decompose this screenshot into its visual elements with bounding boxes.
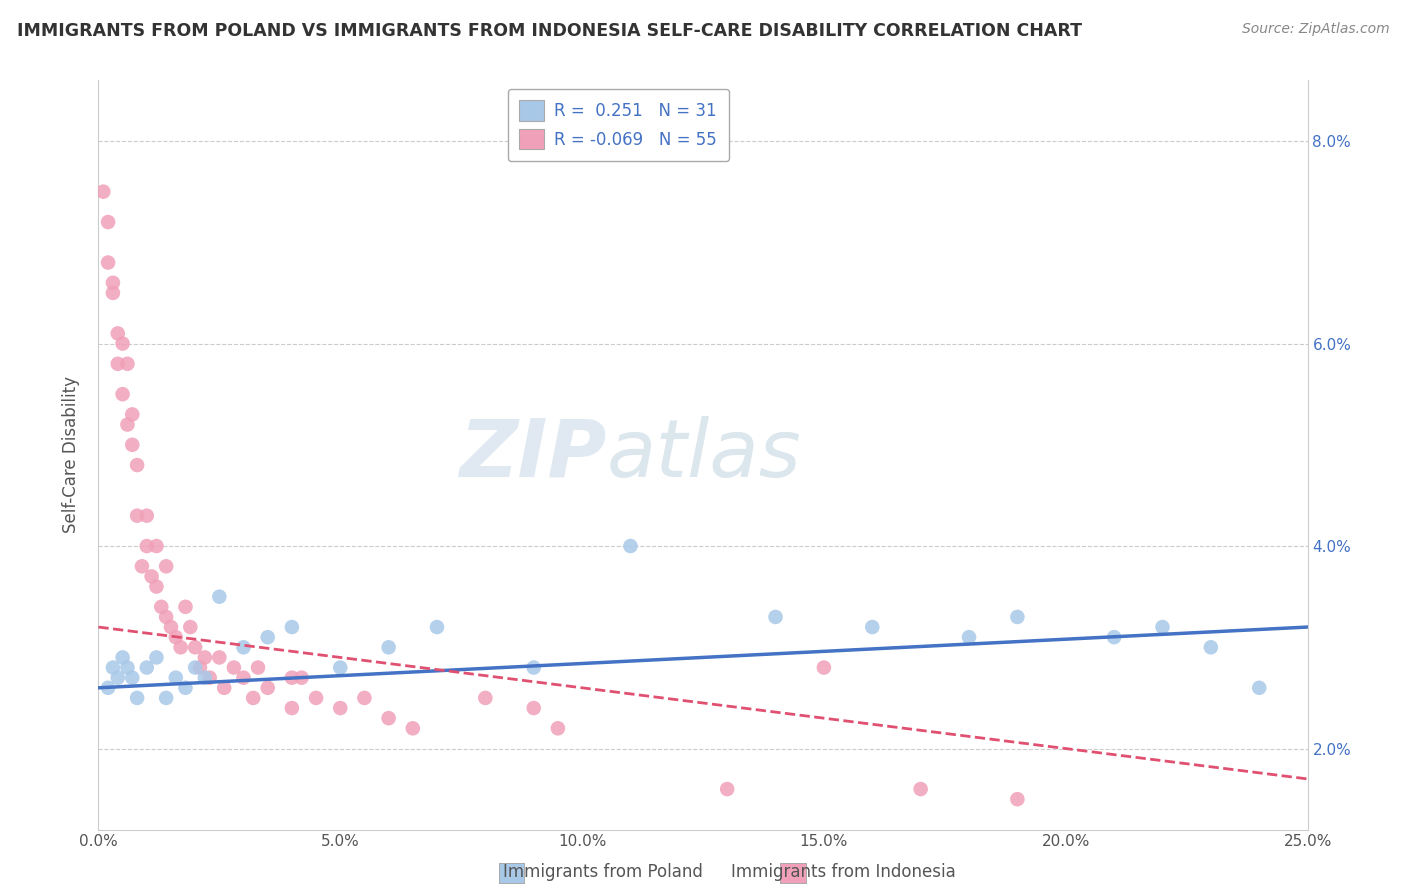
Point: [377, 711, 399, 725]
Point: [377, 640, 399, 655]
Y-axis label: Self-Care Disability: Self-Care Disability: [62, 376, 80, 533]
Point: [107, 357, 129, 371]
Point: [523, 701, 546, 715]
Point: [145, 650, 167, 665]
Point: [179, 620, 201, 634]
Text: Immigrants from Indonesia: Immigrants from Indonesia: [731, 863, 956, 881]
Point: [281, 620, 304, 634]
Point: [1007, 792, 1029, 806]
Point: [242, 690, 264, 705]
Point: [194, 671, 217, 685]
Point: [174, 681, 197, 695]
Point: [1199, 640, 1222, 655]
Point: [329, 701, 352, 715]
Point: [290, 671, 312, 685]
Legend: R =  0.251   N = 31, R = -0.069   N = 55: R = 0.251 N = 31, R = -0.069 N = 55: [508, 88, 728, 161]
Text: Source: ZipAtlas.com: Source: ZipAtlas.com: [1241, 22, 1389, 37]
Point: [232, 640, 254, 655]
Point: [281, 671, 304, 685]
Point: [117, 357, 139, 371]
Point: [619, 539, 641, 553]
Point: [141, 569, 163, 583]
Point: [101, 285, 124, 300]
Point: [813, 660, 835, 674]
Point: [101, 660, 124, 674]
Point: [107, 671, 129, 685]
Point: [107, 326, 129, 341]
Point: [127, 690, 149, 705]
Point: [910, 782, 932, 797]
Point: [155, 559, 177, 574]
Point: [135, 539, 157, 553]
Point: [256, 681, 278, 695]
Point: [860, 620, 883, 634]
Point: [97, 681, 120, 695]
Point: [1249, 681, 1271, 695]
Point: [145, 539, 167, 553]
Point: [194, 650, 217, 665]
Point: [281, 701, 304, 715]
Point: [765, 610, 787, 624]
Point: [547, 721, 569, 735]
Point: [402, 721, 425, 735]
Point: [121, 408, 143, 422]
Point: [111, 336, 134, 351]
Point: [131, 559, 153, 574]
Text: IMMIGRANTS FROM POLAND VS IMMIGRANTS FROM INDONESIA SELF-CARE DISABILITY CORRELA: IMMIGRANTS FROM POLAND VS IMMIGRANTS FRO…: [17, 22, 1081, 40]
Point: [1007, 610, 1029, 624]
Point: [127, 458, 149, 472]
Point: [111, 650, 134, 665]
Point: [117, 417, 139, 432]
Text: Immigrants from Poland: Immigrants from Poland: [503, 863, 703, 881]
Point: [353, 690, 375, 705]
Point: [208, 650, 231, 665]
Point: [426, 620, 449, 634]
Point: [305, 690, 328, 705]
Point: [145, 580, 167, 594]
Point: [135, 660, 157, 674]
Point: [1102, 630, 1125, 644]
Point: [91, 185, 114, 199]
Point: [174, 599, 197, 614]
Point: [169, 640, 191, 655]
Point: [222, 660, 245, 674]
Point: [150, 599, 173, 614]
Point: [127, 508, 149, 523]
Point: [247, 660, 270, 674]
Point: [121, 438, 143, 452]
Point: [117, 660, 139, 674]
Point: [188, 660, 211, 674]
Point: [474, 690, 496, 705]
Point: [101, 276, 124, 290]
Point: [165, 671, 187, 685]
Point: [198, 671, 221, 685]
Point: [184, 640, 207, 655]
Point: [957, 630, 980, 644]
Point: [155, 610, 177, 624]
Point: [97, 215, 120, 229]
Text: atlas: atlas: [606, 416, 801, 494]
Point: [232, 671, 254, 685]
Point: [160, 620, 183, 634]
Point: [212, 681, 235, 695]
Text: ZIP: ZIP: [458, 416, 606, 494]
Point: [256, 630, 278, 644]
Point: [165, 630, 187, 644]
Point: [135, 508, 157, 523]
Point: [716, 782, 738, 797]
Point: [97, 255, 120, 269]
Point: [329, 660, 352, 674]
Point: [184, 660, 207, 674]
Point: [121, 671, 143, 685]
Point: [208, 590, 231, 604]
Point: [1152, 620, 1174, 634]
Point: [523, 660, 546, 674]
Point: [155, 690, 177, 705]
Point: [111, 387, 134, 401]
